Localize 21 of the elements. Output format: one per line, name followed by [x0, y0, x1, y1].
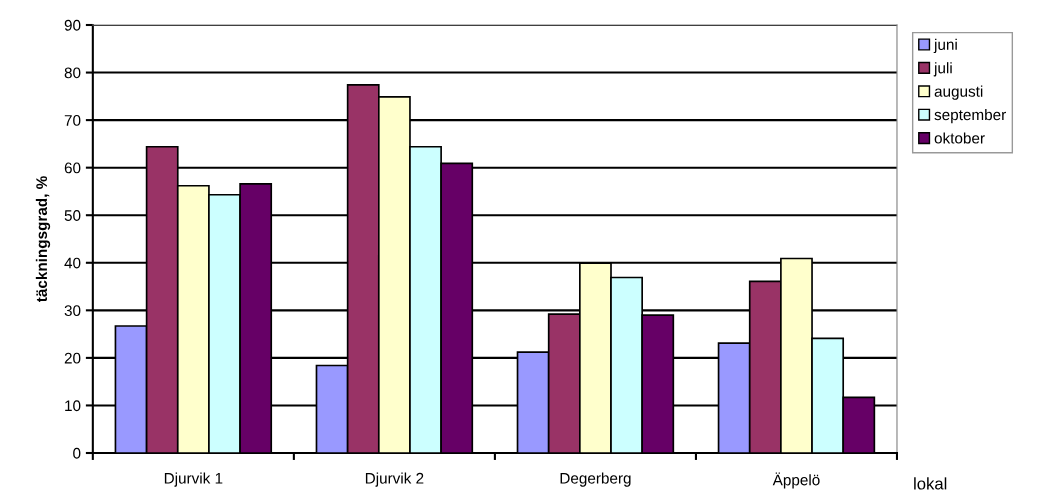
x-axis-title: lokal — [914, 477, 947, 490]
y-axis-title: täckningsgrad, % — [35, 176, 51, 303]
y-tick-label: 50 — [64, 210, 81, 221]
y-tick-label: 90 — [64, 19, 81, 31]
legend-label: september — [934, 108, 1006, 124]
y-tick-label: 20 — [64, 352, 81, 364]
y-tick-label: 80 — [64, 67, 81, 79]
legend-label: augusti — [934, 85, 983, 100]
x-tick-label: Äppelö — [772, 472, 820, 489]
y-tick-label: 0 — [73, 447, 81, 459]
legend-label: oktober — [934, 132, 985, 144]
y-tick-label: 70 — [64, 114, 81, 126]
x-tick-label: Djurvik 2 — [365, 472, 424, 487]
y-tick-label: 30 — [64, 305, 81, 317]
x-tick-label: Degerberg — [560, 472, 631, 487]
y-tick-label: 10 — [65, 400, 81, 412]
x-tick-label: Djurvik 1 — [164, 472, 223, 487]
legend-label: juli — [933, 62, 952, 77]
y-tick-label: 40 — [64, 257, 81, 269]
y-tick-label: 60 — [64, 162, 81, 174]
legend-label: juni — [933, 38, 957, 53]
